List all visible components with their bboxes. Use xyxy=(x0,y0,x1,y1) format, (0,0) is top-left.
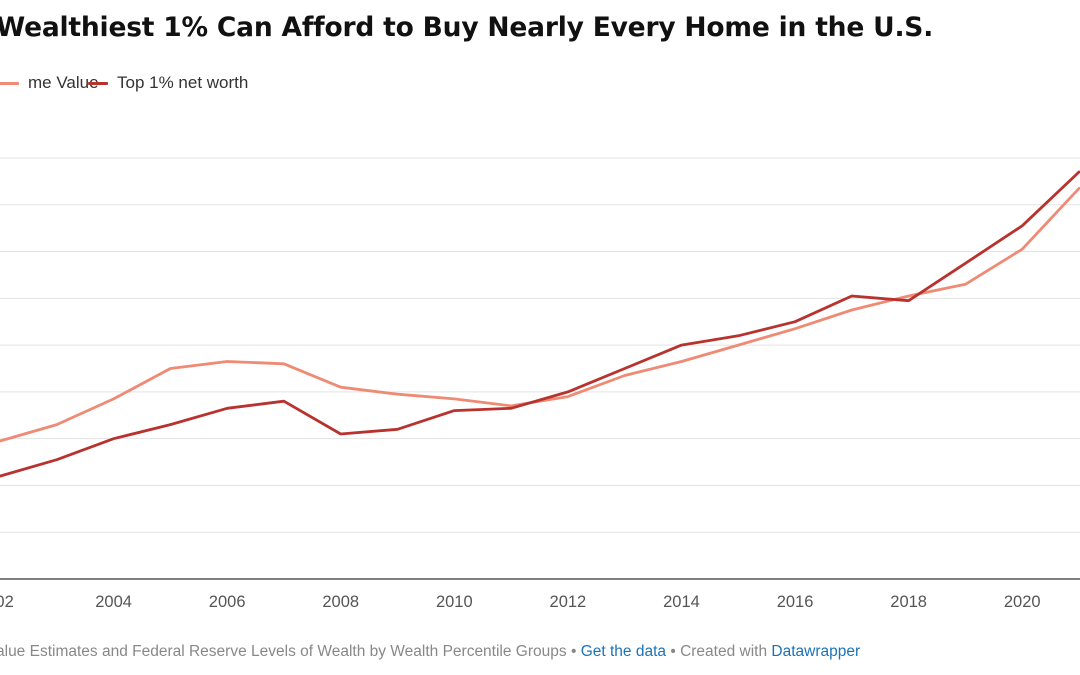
x-tick-label: 2012 xyxy=(550,593,587,611)
x-tick-label: 2014 xyxy=(663,593,700,611)
x-tick-label: 2010 xyxy=(436,593,473,611)
series-line-home-value xyxy=(0,187,1080,443)
datawrapper-link[interactable]: Datawrapper xyxy=(771,643,861,660)
x-tick-label: 002 xyxy=(0,593,14,611)
footer: alue Estimates and Federal Reserve Level… xyxy=(0,643,860,661)
chart-title: Wealthiest 1% Can Afford to Buy Nearly E… xyxy=(0,12,934,43)
legend-item-top1-net-worth: Top 1% net worth xyxy=(88,72,248,94)
created-with-text: Created with xyxy=(680,643,768,660)
footer-separator: • xyxy=(570,643,577,660)
legend-label-home-value: me Value xyxy=(28,73,99,92)
get-the-data-link[interactable]: Get the data xyxy=(580,643,667,660)
footer-separator: • xyxy=(670,643,676,660)
line-chart: 002 2004 2006 2008 2010 2012 2014 2016 2018 2020 xyxy=(0,157,1080,611)
legend-swatch-home-value xyxy=(0,81,19,85)
legend-label-top1-net-worth: Top 1% net worth xyxy=(117,73,249,92)
x-tick-label: 2016 xyxy=(777,593,814,611)
legend-swatch-top1-net-worth xyxy=(88,81,108,85)
source-text: alue Estimates and Federal Reserve Level… xyxy=(0,643,567,660)
x-tick-label: 2008 xyxy=(322,593,359,611)
x-tick-label: 2006 xyxy=(209,593,246,611)
x-tick-label: 2004 xyxy=(95,593,132,611)
series-line-top-1-net-worth xyxy=(0,170,1080,478)
legend-item-home-value: me Value xyxy=(0,72,99,94)
x-tick-label: 2020 xyxy=(1004,593,1041,611)
x-tick-label: 2018 xyxy=(890,593,927,611)
